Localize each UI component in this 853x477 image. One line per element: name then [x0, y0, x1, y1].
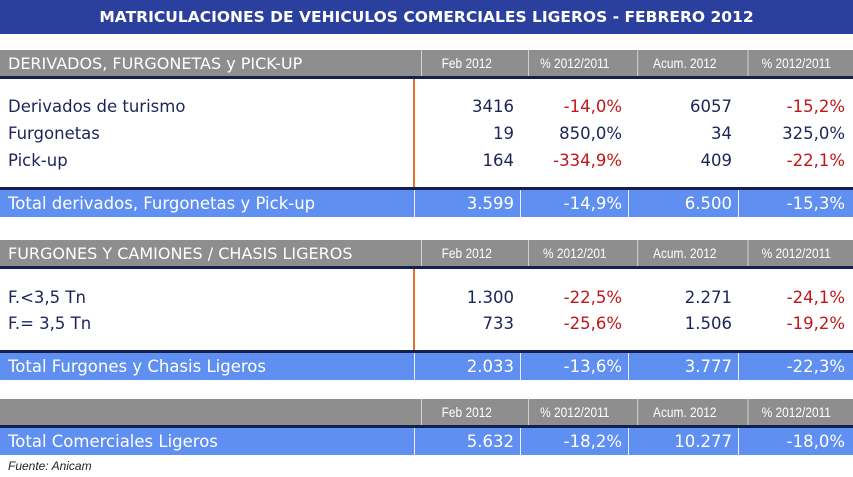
- section-header: Feb 2012 % 2012/2011 Acum. 2012 % 2012/2011: [0, 399, 853, 425]
- row-label: F.<3,5 Tn: [8, 288, 86, 307]
- row-label: DERIVADOS, FURGONETAS y PICK-UP: [8, 53, 303, 73]
- cell-value: -18,2%: [520, 428, 628, 455]
- cell-value: 733: [482, 314, 515, 333]
- cell-value: 325,0%: [782, 124, 845, 143]
- cell-value: -22,1%: [786, 151, 845, 170]
- divider-line: [0, 425, 853, 428]
- row-label: Total Comerciales Ligeros: [8, 432, 218, 451]
- cell-value: -14,9%: [520, 190, 628, 217]
- table-row: F.<3,5 Tn 1.300 -22,5% 2.271 -24,1%: [0, 284, 853, 311]
- cell-value: 2.271: [684, 288, 732, 307]
- cell-value: 6.500: [628, 190, 738, 217]
- cell-value: % 2012/2011: [747, 50, 845, 76]
- cell-value: -334,9%: [553, 151, 622, 170]
- cell-value: 409: [700, 151, 733, 170]
- cell-value: Acum. 2012: [636, 240, 731, 266]
- row-label: Derivados de turismo: [8, 97, 186, 116]
- cell-value: 34: [711, 124, 732, 143]
- total-row: Total Comerciales Ligeros 5.632 -18,2% 10.2…: [0, 428, 853, 455]
- cell-value: 3.777: [628, 353, 738, 380]
- cell-value: -22,3%: [738, 353, 851, 380]
- table-row: F.= 3,5 Tn 733 -25,6% 1.506 -19,2%: [0, 310, 853, 337]
- row-label: Furgonetas: [8, 124, 100, 143]
- cell-value: 2.033: [414, 353, 520, 380]
- row-label: Pick-up: [8, 151, 68, 170]
- cell-value: Feb 2012: [421, 50, 512, 76]
- cell-value: -15,2%: [786, 97, 845, 116]
- cell-value: % 2012/201: [527, 240, 620, 266]
- cell-value: 164: [482, 151, 515, 170]
- cell-value: Acum. 2012: [636, 50, 731, 76]
- cell-value: -13,6%: [520, 353, 628, 380]
- cell-value: 3.599: [414, 190, 520, 217]
- table-row: Furgonetas 19 850,0% 34 325,0%: [0, 120, 853, 147]
- divider-line: [0, 187, 853, 190]
- row-label: FURGONES Y CAMIONES / CHASIS LIGEROS: [8, 243, 353, 263]
- cell-value: % 2012/2011: [747, 399, 845, 425]
- cell-value: 3416: [472, 97, 514, 116]
- cell-value: 10.277: [628, 428, 738, 455]
- cell-value: Feb 2012: [421, 240, 512, 266]
- column-divider: [413, 240, 415, 353]
- row-label: Total Furgones y Chasis Ligeros: [8, 357, 266, 376]
- cell-value: 5.632: [414, 428, 520, 455]
- cell-value: 1.300: [466, 288, 514, 307]
- cell-value: % 2012/2011: [747, 240, 845, 266]
- table-row: Derivados de turismo 3416 -14,0% 6057 -15,2%: [0, 93, 853, 120]
- cell-value: -22,5%: [563, 288, 622, 307]
- section-header: DERIVADOS, FURGONETAS y PICK-UP Feb 2012%…: [0, 50, 853, 76]
- cell-value: -25,6%: [563, 314, 622, 333]
- cell-value: % 2012/2011: [527, 50, 620, 76]
- cell-value: -14,0%: [563, 97, 622, 116]
- cell-value: Feb 2012: [421, 399, 512, 425]
- cell-value: 19: [493, 124, 514, 143]
- table-row: Pick-up 164 -334,9% 409 -22,1%: [0, 147, 853, 174]
- cell-value: 6057: [690, 97, 732, 116]
- source-note: Fuente: Anicam: [8, 459, 92, 473]
- divider-line: [0, 76, 853, 79]
- row-label: F.= 3,5 Tn: [8, 314, 92, 333]
- cell-value: -24,1%: [786, 288, 845, 307]
- cell-value: 850,0%: [559, 124, 622, 143]
- total-row: Total Furgones y Chasis Ligeros 2.033 -13,…: [0, 353, 853, 380]
- cell-value: -19,2%: [786, 314, 845, 333]
- divider-line: [0, 266, 853, 269]
- divider-line: [0, 350, 853, 353]
- cell-value: -18,0%: [738, 428, 851, 455]
- total-row: Total derivados, Furgonetas y Pick-up 3.5…: [0, 190, 853, 217]
- page-title: MATRICULACIONES DE VEHICULOS COMERCIALES…: [0, 0, 853, 34]
- cell-value: -15,3%: [738, 190, 851, 217]
- row-label: Total derivados, Furgonetas y Pick-up: [8, 194, 316, 213]
- cell-value: Acum. 2012: [636, 399, 731, 425]
- column-divider: [413, 50, 415, 190]
- cell-value: 1.506: [684, 314, 732, 333]
- section-header: FURGONES Y CAMIONES / CHASIS LIGEROS Feb …: [0, 240, 853, 266]
- cell-value: % 2012/2011: [527, 399, 620, 425]
